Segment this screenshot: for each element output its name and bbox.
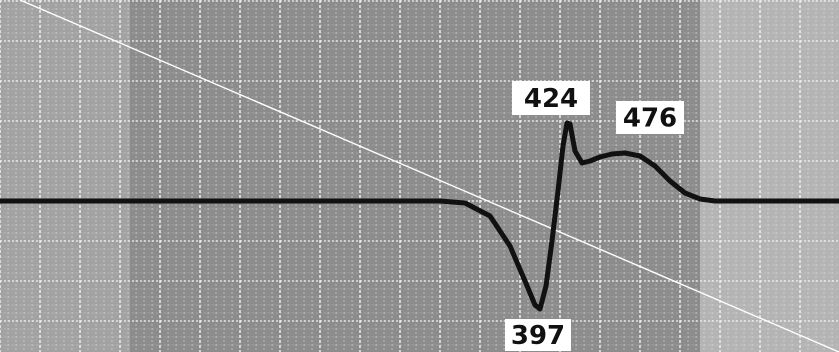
- data-point: [836, 198, 839, 204]
- data-point: [0, 198, 3, 204]
- data-point: [652, 163, 658, 169]
- data-point: [462, 200, 468, 206]
- data-point: [555, 188, 561, 194]
- data-point: [560, 143, 566, 149]
- data-point: [757, 198, 763, 204]
- data-point: [532, 302, 538, 308]
- grid-right-shade: [700, 0, 839, 352]
- data-label-box: [505, 319, 571, 351]
- data-point: [667, 178, 673, 184]
- data-point: [579, 160, 585, 166]
- data-point: [549, 238, 555, 244]
- data-point: [682, 190, 688, 196]
- data-label: 424: [524, 84, 578, 114]
- data-point: [727, 198, 733, 204]
- series-points: [0, 120, 839, 312]
- data-point: [197, 198, 203, 204]
- data-point: [597, 154, 603, 160]
- data-label: 397: [511, 321, 565, 351]
- data-label-box: [512, 81, 590, 115]
- data-point: [697, 196, 703, 202]
- data-point: [543, 283, 549, 289]
- data-labels: 424 476 397: [505, 81, 684, 351]
- data-point: [487, 213, 493, 219]
- data-point: [572, 148, 578, 154]
- grid-left-shade: [0, 0, 130, 352]
- data-point: [712, 198, 718, 204]
- data-point: [437, 198, 443, 204]
- data-label-box: [616, 101, 684, 134]
- data-point: [297, 198, 303, 204]
- data-point: [587, 158, 593, 164]
- data-point: [537, 306, 543, 312]
- data-point: [567, 121, 573, 127]
- diagonal-line: [19, 0, 839, 352]
- data-point: [637, 153, 643, 159]
- data-point: [522, 278, 528, 284]
- data-point: [507, 243, 513, 249]
- data-label: 476: [623, 104, 677, 134]
- data-point: [622, 150, 628, 156]
- data-point: [609, 151, 615, 157]
